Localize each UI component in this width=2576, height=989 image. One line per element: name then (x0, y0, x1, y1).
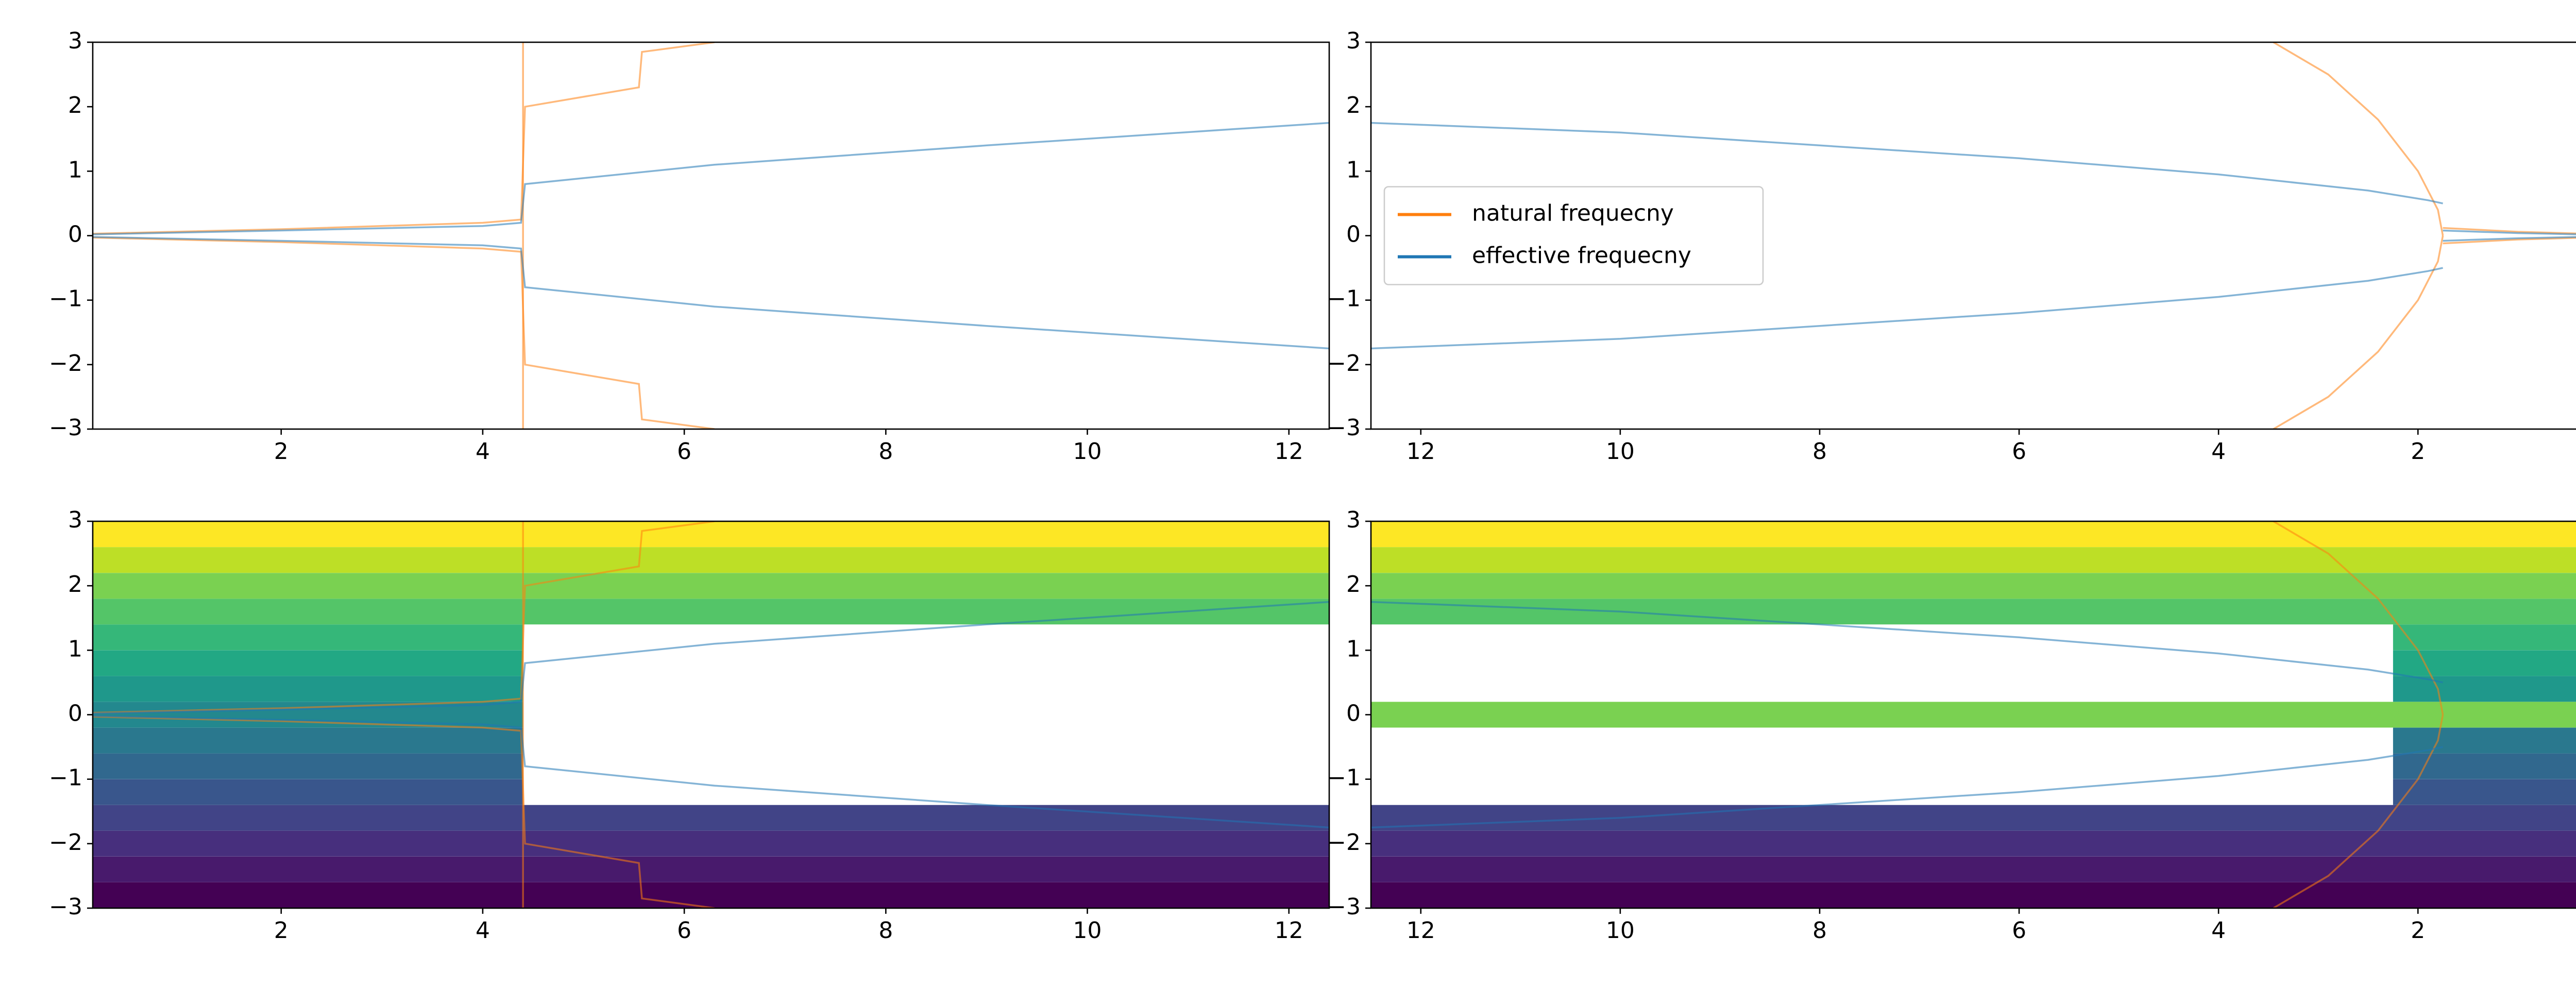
y-tick-label: 0 (68, 221, 82, 248)
y-tick-label: 3 (1346, 28, 1361, 54)
y-tick-label: 2 (1346, 571, 1361, 598)
y-tick-label: 0 (68, 701, 82, 727)
frequency-line (1371, 746, 2443, 829)
y-tick-label: 1 (68, 636, 82, 662)
y-tick-label: 0 (1346, 221, 1361, 248)
frequency-line (93, 715, 1329, 829)
x-tick-label: 8 (1812, 438, 1827, 465)
legend-label: natural frequecny (1472, 200, 1674, 227)
y-tick-label: −3 (49, 415, 82, 441)
frequency-line (2443, 227, 2576, 234)
frequency-line (1371, 122, 2443, 204)
plot-area (93, 42, 1329, 429)
frequency-line (93, 236, 1329, 350)
y-tick-label: −2 (1327, 829, 1361, 856)
x-tick-label: 12 (1275, 438, 1303, 465)
y-tick-label: 0 (1346, 701, 1361, 727)
x-tick-label: 6 (677, 438, 691, 465)
y-tick-label: −1 (1327, 765, 1361, 791)
x-tick-label: 8 (878, 438, 893, 465)
x-tick-label: 2 (274, 438, 289, 465)
y-tick-label: −1 (49, 765, 82, 791)
x-tick-label: 10 (1073, 438, 1102, 465)
y-tick-label: 3 (68, 28, 82, 54)
y-tick-label: −3 (1327, 415, 1361, 441)
frequency-line (2273, 42, 2444, 236)
x-tick-label: 4 (476, 917, 490, 944)
frequency-line (1371, 267, 2443, 350)
x-tick-label: 12 (1406, 917, 1435, 944)
frequency-line (93, 42, 715, 235)
x-tick-label: 2 (2411, 438, 2425, 465)
x-tick-label: 4 (476, 438, 490, 465)
y-tick-label: 2 (68, 92, 82, 118)
y-tick-label: −2 (1327, 350, 1361, 377)
legend: natural frequecny effective frequecny (1383, 186, 1764, 285)
plot-area (1371, 42, 2576, 429)
y-tick-label: 1 (68, 157, 82, 183)
x-tick-label: 2 (274, 917, 289, 944)
x-tick-label: 10 (1073, 917, 1102, 944)
x-tick-label: 8 (878, 917, 893, 944)
x-tick-label: 6 (677, 917, 691, 944)
x-tick-label: 12 (1275, 917, 1303, 944)
legend-label: effective frequecny (1472, 243, 1691, 269)
frequency-line (93, 122, 1329, 235)
y-tick-label: 3 (68, 507, 82, 533)
y-tick-label: −3 (1327, 894, 1361, 920)
frequency-line (1371, 601, 2443, 684)
y-tick-label: −1 (1327, 286, 1361, 312)
plot-area (1371, 521, 2576, 908)
x-tick-label: 12 (1406, 438, 1435, 465)
frequency-line (2273, 235, 2444, 429)
frequency-line (2443, 236, 2576, 242)
x-tick-label: 2 (2411, 917, 2425, 944)
y-tick-label: 1 (1346, 636, 1361, 662)
x-tick-label: 4 (2211, 438, 2226, 465)
frequency-line (2273, 521, 2444, 715)
axes-frame (92, 41, 1330, 430)
y-tick-label: 2 (1346, 92, 1361, 118)
y-tick-label: −1 (49, 286, 82, 312)
y-tick-label: −3 (49, 894, 82, 920)
frequency-line (2443, 229, 2576, 235)
legend-box (1383, 186, 1764, 285)
x-tick-label: 4 (2211, 917, 2226, 944)
y-tick-label: −2 (49, 350, 82, 377)
x-tick-label: 10 (1606, 917, 1635, 944)
plot-area (93, 521, 1329, 908)
x-tick-label: 6 (2012, 438, 2026, 465)
x-tick-label: 10 (1606, 438, 1635, 465)
y-tick-label: −2 (49, 829, 82, 856)
frequency-line (93, 236, 715, 429)
frequency-line (2273, 714, 2444, 908)
y-tick-label: 2 (68, 571, 82, 598)
x-tick-label: 8 (1812, 917, 1827, 944)
y-tick-label: 1 (1346, 157, 1361, 183)
frequency-line (2443, 237, 2576, 245)
y-tick-label: 3 (1346, 507, 1361, 533)
x-tick-label: 6 (2012, 917, 2026, 944)
frequency-line (93, 601, 1329, 714)
